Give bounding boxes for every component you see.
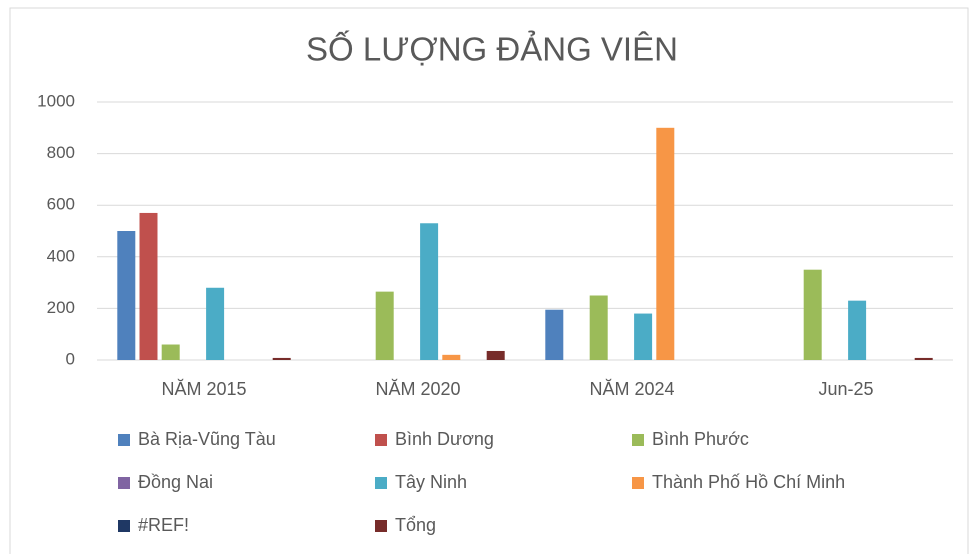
legend-label: Tây Ninh	[395, 472, 467, 492]
bar	[486, 350, 505, 360]
legend-label: Tổng	[395, 515, 436, 535]
legend-swatch	[118, 434, 130, 446]
bar	[420, 223, 439, 360]
y-tick-label: 0	[66, 349, 75, 368]
bar	[848, 300, 867, 360]
legend-label: Bà Rịa-Vũng Tàu	[138, 429, 276, 449]
bar	[139, 212, 158, 360]
y-tick-label: 800	[47, 143, 75, 162]
bar	[914, 357, 933, 360]
legend-label: Đồng Nai	[138, 472, 213, 492]
legend-swatch	[375, 434, 387, 446]
x-tick-label: NĂM 2015	[161, 379, 246, 399]
y-tick-label: 1000	[37, 91, 75, 110]
legend-swatch	[118, 520, 130, 532]
y-tick-label: 600	[47, 195, 75, 214]
legend-label: Bình Phước	[652, 429, 749, 449]
bar	[589, 295, 608, 360]
bar	[161, 344, 180, 360]
legend-swatch	[632, 434, 644, 446]
x-tick-label: NĂM 2020	[375, 379, 460, 399]
x-tick-label: Jun-25	[818, 379, 873, 399]
bar	[272, 357, 291, 360]
bar	[375, 291, 394, 360]
legend-label: Thành Phố Hồ Chí Minh	[652, 472, 845, 492]
chart-title: SỐ LƯỢNG ĐẢNG VIÊN	[306, 30, 678, 68]
bar	[206, 287, 225, 360]
legend-swatch	[118, 477, 130, 489]
legend-label: Bình Dương	[395, 429, 494, 449]
y-tick-label: 200	[47, 298, 75, 317]
x-tick-label: NĂM 2024	[589, 379, 674, 399]
legend-swatch	[375, 520, 387, 532]
bar	[545, 309, 564, 360]
y-tick-label: 400	[47, 246, 75, 265]
legend-label: #REF!	[138, 515, 189, 535]
bar	[656, 127, 675, 360]
bar	[442, 354, 461, 360]
legend-swatch	[632, 477, 644, 489]
bar	[117, 231, 136, 360]
legend-swatch	[375, 477, 387, 489]
bar	[634, 313, 653, 360]
bar	[803, 269, 822, 360]
